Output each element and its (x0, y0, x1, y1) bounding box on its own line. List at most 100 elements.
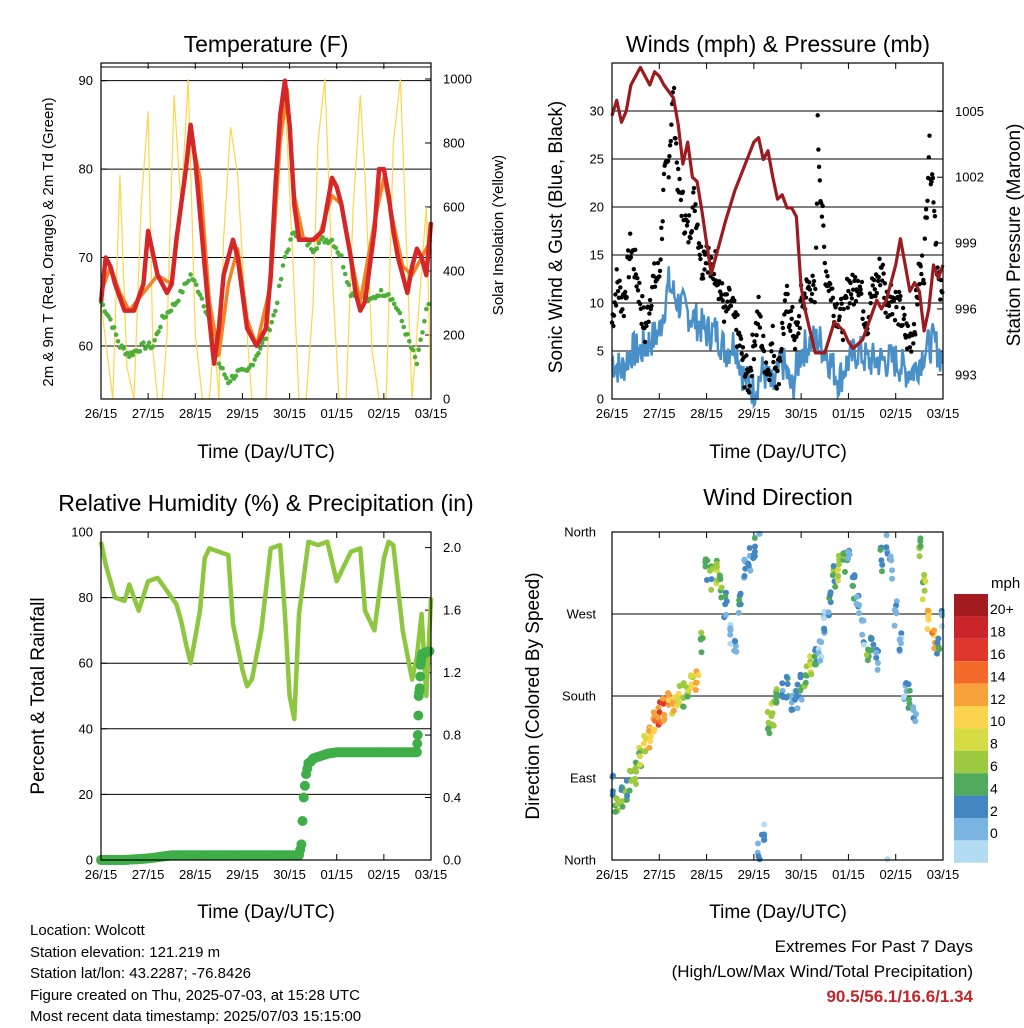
temp-2m-line (98, 78, 434, 366)
gust-point (790, 304, 795, 310)
dewpoint-point (282, 254, 288, 260)
gust-point (771, 359, 776, 365)
temperature-ylabel-right: Solar Insolation (Yellow) (490, 155, 507, 315)
gust-point (868, 301, 873, 306)
direction-point (916, 553, 923, 560)
humidity-ytick-label: 80 (79, 590, 93, 605)
direction-ytick-label: South (562, 689, 596, 704)
direction-ylabel-left: Direction (Colored By Speed) (523, 572, 544, 819)
direction-point (863, 651, 870, 658)
gust-point (740, 345, 746, 350)
temperature-ytick-right-label: 600 (443, 200, 465, 215)
direction-point (675, 690, 682, 697)
gust-point (846, 288, 851, 294)
direction-point (906, 687, 913, 694)
direction-point (697, 636, 704, 643)
direction-point (912, 718, 919, 725)
gust-point (688, 236, 693, 241)
gust-point (776, 382, 782, 387)
gust-point (876, 278, 881, 284)
winds-ytick-label: 10 (590, 296, 604, 311)
gust-point (686, 213, 692, 218)
direction-point (632, 766, 639, 773)
extremes-values: 90.5/56.1/16.6/1.34 (826, 987, 973, 1006)
direction-point (802, 679, 809, 686)
dewpoint-point (263, 336, 269, 342)
gust-point (902, 312, 907, 318)
gust-point (940, 290, 945, 295)
winds-ytick-right-label: 1005 (955, 104, 984, 119)
gust-point (735, 312, 740, 318)
gust-point (728, 303, 734, 308)
direction-point (755, 853, 762, 860)
gust-point (813, 286, 818, 292)
direction-point (922, 578, 929, 585)
gust-point (767, 372, 773, 377)
gust-point (853, 298, 859, 304)
gust-point (797, 325, 802, 331)
dewpoint-point (121, 346, 126, 351)
gust-point (780, 325, 786, 331)
direction-point (817, 657, 824, 664)
winds-xtick-label: 29/15 (738, 406, 771, 421)
gust-point (872, 287, 877, 292)
dewpoint-point (180, 289, 185, 295)
legend-label: 2 (990, 803, 998, 819)
gust-point (747, 383, 752, 388)
station-location: Location: Wolcott (30, 922, 145, 939)
direction-point (717, 576, 724, 583)
direction-point (741, 557, 748, 563)
humidity-plot: 26/15 27/15 28/15 29/15 30/15 01/15 02/15 03/15… (71, 525, 461, 883)
direction-point (773, 698, 780, 705)
direction-ytick-label: North (564, 525, 596, 540)
gust-point (922, 236, 927, 241)
gust-point (792, 346, 798, 352)
gust-point (685, 219, 690, 224)
gust-point (830, 286, 835, 291)
direction-point (873, 649, 880, 656)
dewpoint-point (220, 366, 225, 371)
temperature-ytick-label: 80 (79, 162, 93, 177)
direction-point (674, 696, 681, 703)
direction-point (646, 744, 653, 751)
direction-point (924, 626, 931, 633)
gust-point (782, 298, 788, 303)
gust-point (871, 277, 877, 283)
recent-timestamp: Most recent data timestamp: 2025/07/03 1… (30, 1008, 362, 1025)
gust-point (867, 291, 873, 296)
gust-point (641, 305, 646, 310)
gust-point (631, 267, 636, 272)
dewpoint-point (130, 352, 136, 358)
dewpoint-point (378, 287, 384, 293)
direction-point (665, 697, 672, 704)
gust-point (851, 287, 856, 292)
gust-point (703, 261, 709, 266)
gust-point (635, 276, 640, 281)
direction-point (821, 627, 828, 634)
direction-point (626, 767, 633, 774)
dewpoint-point (314, 246, 320, 251)
direction-point (764, 726, 771, 732)
direction-xtick-label: 02/15 (879, 867, 912, 882)
temperature-xtick-label: 01/15 (320, 406, 353, 421)
gust-point (811, 282, 816, 288)
winds-xtick-label: 02/15 (879, 406, 912, 421)
direction-point (736, 597, 743, 604)
winds-ylabel-right: Station Pressure (Maroon) (1004, 124, 1024, 347)
direction-point (610, 772, 616, 779)
gust-point (924, 215, 929, 220)
direction-point (898, 640, 904, 647)
gust-point (667, 154, 672, 159)
gust-point (746, 390, 752, 395)
gust-point (649, 303, 654, 309)
legend-label: 14 (990, 668, 1006, 684)
direction-point (891, 606, 898, 613)
dewpoint-point (341, 264, 346, 270)
direction-point (661, 716, 668, 723)
gust-point (833, 305, 838, 310)
gust-point (721, 319, 727, 324)
dewpoint-point (252, 357, 257, 362)
direction-point (735, 609, 742, 616)
direction-point (773, 691, 780, 698)
